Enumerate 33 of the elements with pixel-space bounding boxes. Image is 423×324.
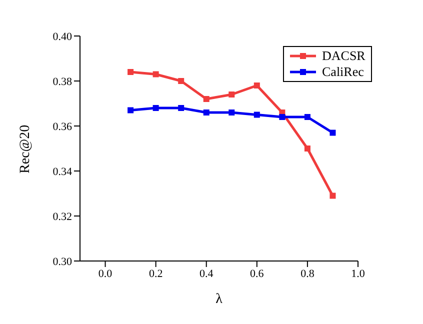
point	[152, 105, 159, 111]
point	[304, 114, 310, 120]
point	[254, 82, 260, 88]
point	[178, 105, 184, 111]
point	[128, 107, 134, 114]
point	[330, 192, 336, 199]
y-tick-label: 0.32	[52, 210, 72, 223]
point	[279, 114, 286, 120]
x-tick-label: 0.8	[300, 268, 315, 280]
x-tick-label: 1.0	[351, 268, 366, 280]
x-tick-label: 0.4	[199, 268, 214, 280]
point	[254, 112, 260, 118]
point	[128, 69, 134, 75]
point	[330, 130, 336, 136]
x-tick-label: 0.6	[250, 268, 264, 280]
point	[304, 146, 310, 152]
y-tick-label: 0.34	[52, 166, 72, 178]
point	[152, 71, 159, 78]
point	[228, 110, 235, 116]
x-axis-title: λ	[216, 292, 223, 307]
legend-label: CaliRec	[322, 64, 364, 80]
x-tick-label: 0.0	[98, 268, 113, 280]
point	[203, 96, 210, 102]
y-tick-label: 0.40	[52, 30, 72, 43]
point	[203, 110, 210, 116]
point	[178, 78, 184, 84]
x-tick-label: 0.2	[148, 268, 163, 280]
y-tick-label: 0.38	[52, 76, 72, 88]
y-tick-label: 0.36	[52, 120, 72, 133]
y-axis-title: Rec@20	[18, 124, 33, 174]
y-tick-label: 0.30	[52, 256, 72, 268]
legend-label: DACSR	[322, 48, 366, 64]
point	[228, 92, 235, 98]
